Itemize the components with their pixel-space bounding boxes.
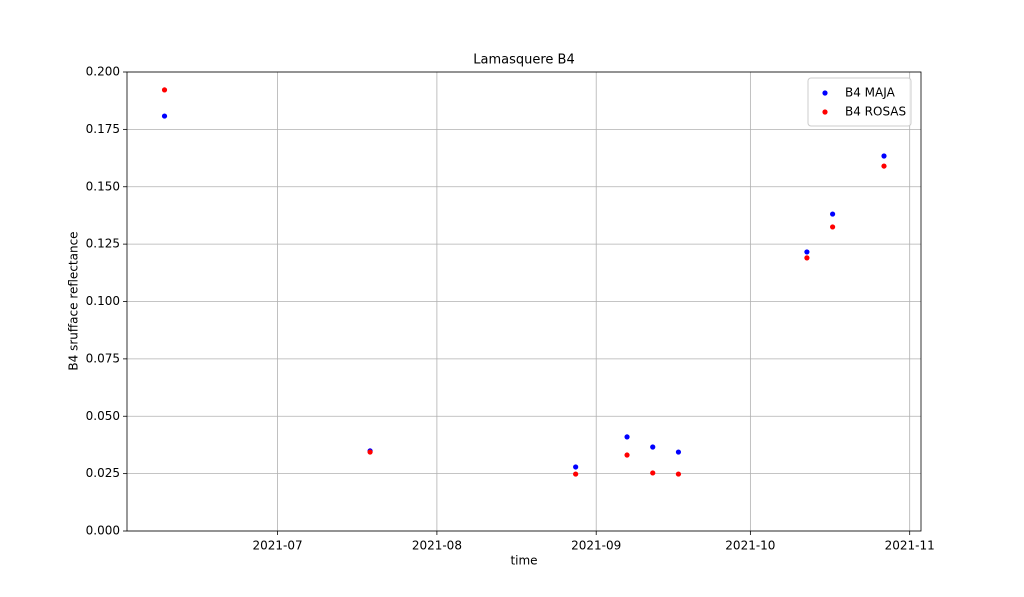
plot-frame xyxy=(126,71,922,532)
point xyxy=(624,434,630,440)
x-axis-label: time xyxy=(510,554,537,568)
legend-marker xyxy=(822,90,828,96)
x-tick-label: 2021-11 xyxy=(885,539,935,553)
y-tick-label: 0.175 xyxy=(86,122,120,136)
point xyxy=(804,249,810,255)
point xyxy=(650,444,656,450)
point xyxy=(675,449,682,455)
point xyxy=(367,449,373,455)
point xyxy=(881,153,887,159)
y-tick-label: 0.125 xyxy=(86,237,120,251)
y-tick-label: 0.050 xyxy=(86,409,120,423)
x-tick-label: 2021-09 xyxy=(571,539,621,553)
point xyxy=(675,471,682,477)
y-tick-label: 0.150 xyxy=(86,179,120,193)
point xyxy=(881,163,887,169)
legend-label: B4 MAJA xyxy=(845,86,896,100)
point xyxy=(830,224,836,230)
point xyxy=(624,452,630,458)
legend-box xyxy=(807,77,912,127)
x-tick-label: 2021-10 xyxy=(725,539,775,553)
y-axis-label: B4 srufface reflectance xyxy=(67,231,81,370)
point xyxy=(830,211,836,217)
y-tick-label: 0.100 xyxy=(86,294,120,308)
legend-marker xyxy=(822,109,828,115)
y-tick-label: 0.200 xyxy=(86,65,120,79)
point xyxy=(650,470,656,476)
x-tick-label: 2021-07 xyxy=(253,539,303,553)
chart-title: Lamasquere B4 xyxy=(473,53,574,68)
x-tick-label: 2021-08 xyxy=(412,539,462,553)
y-tick-label: 0.025 xyxy=(86,466,120,480)
point xyxy=(573,471,579,477)
point xyxy=(161,87,168,93)
y-tick-label: 0.075 xyxy=(86,351,120,365)
y-tick-label: 0.000 xyxy=(86,524,120,538)
legend-label: B4 ROSAS xyxy=(845,105,906,119)
point xyxy=(161,113,168,119)
point xyxy=(804,255,810,261)
point xyxy=(573,464,579,470)
